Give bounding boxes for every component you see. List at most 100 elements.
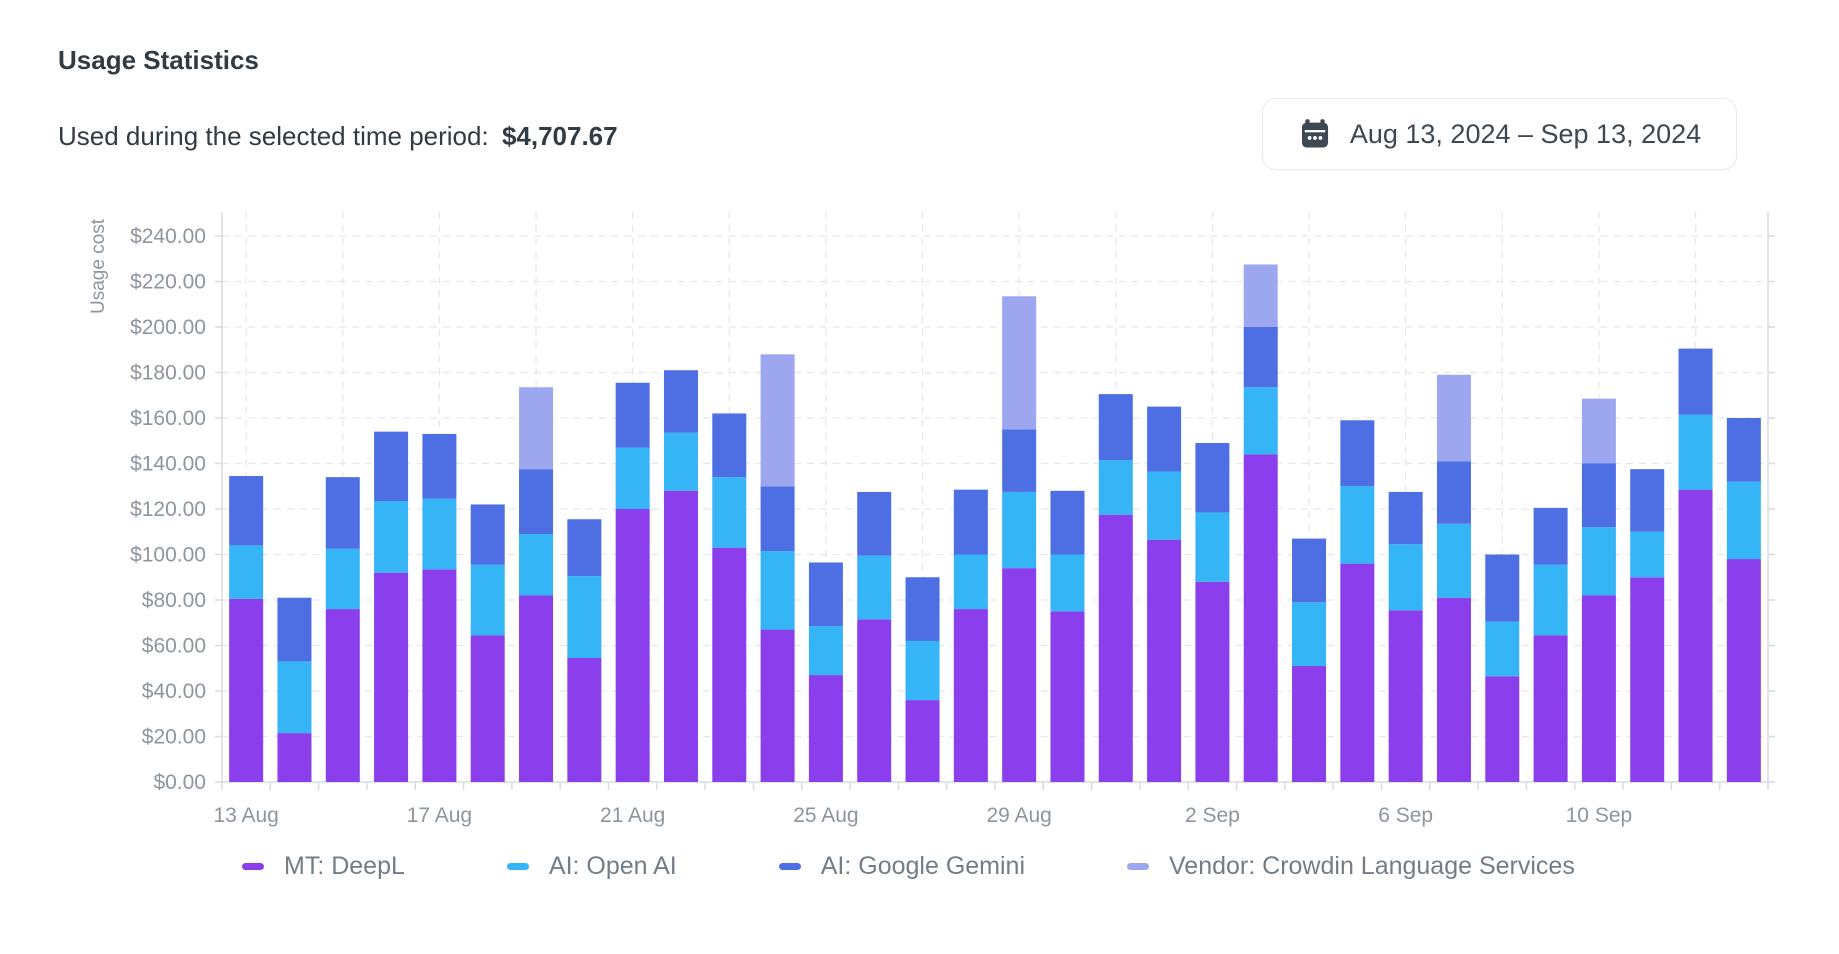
- bar-segment[interactable]: [712, 547, 747, 782]
- bar-segment[interactable]: [1388, 491, 1423, 545]
- bar-segment[interactable]: [808, 562, 843, 627]
- bar-segment[interactable]: [1581, 527, 1616, 596]
- bar-segment[interactable]: [857, 491, 892, 556]
- bar-segment[interactable]: [615, 447, 650, 509]
- bar-segment[interactable]: [808, 675, 843, 782]
- bar-segment[interactable]: [1581, 463, 1616, 528]
- bar-segment[interactable]: [470, 504, 505, 565]
- bar-segment[interactable]: [519, 387, 554, 470]
- bar-segment[interactable]: [1726, 559, 1761, 782]
- bar-segment[interactable]: [1678, 489, 1713, 782]
- bar-segment[interactable]: [470, 564, 505, 636]
- bar-segment[interactable]: [857, 555, 892, 620]
- bar-segment[interactable]: [229, 598, 264, 782]
- bar-segment[interactable]: [1436, 461, 1471, 524]
- bar-segment[interactable]: [1292, 538, 1327, 603]
- bar-segment[interactable]: [663, 490, 698, 782]
- legend-item[interactable]: MT: DeepL: [242, 852, 405, 881]
- bar-segment[interactable]: [277, 597, 312, 662]
- bar-segment[interactable]: [277, 661, 312, 734]
- bar-segment[interactable]: [1678, 414, 1713, 490]
- bar-segment[interactable]: [760, 551, 795, 630]
- bar-segment[interactable]: [1050, 611, 1085, 782]
- bar-segment[interactable]: [615, 382, 650, 448]
- bar-segment[interactable]: [277, 733, 312, 782]
- bar-segment[interactable]: [760, 354, 795, 487]
- bar-segment[interactable]: [567, 519, 602, 577]
- bar-segment[interactable]: [760, 486, 795, 552]
- bar-segment[interactable]: [325, 477, 360, 549]
- bar-segment[interactable]: [1243, 454, 1278, 782]
- bar-segment[interactable]: [1195, 581, 1230, 782]
- bar-segment[interactable]: [229, 476, 264, 546]
- bar-segment[interactable]: [1678, 348, 1713, 415]
- bar-segment[interactable]: [1533, 635, 1568, 782]
- bar-segment[interactable]: [1002, 296, 1037, 430]
- bar-segment[interactable]: [760, 629, 795, 782]
- bar-segment[interactable]: [1533, 564, 1568, 636]
- bar-segment[interactable]: [663, 370, 698, 433]
- bar-segment[interactable]: [905, 640, 940, 701]
- bar-segment[interactable]: [1147, 539, 1182, 782]
- bar-segment[interactable]: [1243, 327, 1278, 388]
- bar-segment[interactable]: [712, 413, 747, 478]
- bar-segment[interactable]: [953, 489, 988, 555]
- bar-segment[interactable]: [1436, 523, 1471, 598]
- bar-segment[interactable]: [953, 609, 988, 782]
- bar-segment[interactable]: [1195, 443, 1230, 513]
- bar-segment[interactable]: [1243, 264, 1278, 327]
- bar-segment[interactable]: [1002, 491, 1037, 569]
- bar-segment[interactable]: [1098, 394, 1133, 461]
- bar-segment[interactable]: [1485, 554, 1520, 622]
- bar-segment[interactable]: [1533, 507, 1568, 565]
- bar-segment[interactable]: [1002, 429, 1037, 492]
- bar-segment[interactable]: [1436, 374, 1471, 462]
- legend-item[interactable]: Vendor: Crowdin Language Services: [1127, 852, 1575, 881]
- bar-segment[interactable]: [1581, 398, 1616, 464]
- bar-segment[interactable]: [422, 498, 457, 570]
- bar-segment[interactable]: [1485, 621, 1520, 677]
- legend-item[interactable]: AI: Open AI: [506, 852, 677, 881]
- bar-segment[interactable]: [1050, 554, 1085, 612]
- bar-segment[interactable]: [229, 545, 264, 599]
- bar-segment[interactable]: [1630, 577, 1665, 782]
- bar-segment[interactable]: [1485, 676, 1520, 782]
- bar-segment[interactable]: [374, 431, 409, 502]
- date-range-picker[interactable]: Aug 13, 2024 – Sep 13, 2024: [1262, 98, 1737, 170]
- bar-segment[interactable]: [1726, 481, 1761, 560]
- bar-segment[interactable]: [857, 619, 892, 782]
- bar-segment[interactable]: [1630, 469, 1665, 532]
- bar-segment[interactable]: [519, 469, 554, 535]
- bar-segment[interactable]: [422, 433, 457, 499]
- bar-segment[interactable]: [519, 534, 554, 596]
- bar-segment[interactable]: [1098, 460, 1133, 515]
- bar-segment[interactable]: [470, 635, 505, 782]
- bar-segment[interactable]: [1098, 514, 1133, 782]
- bar-segment[interactable]: [1340, 486, 1375, 564]
- bar-segment[interactable]: [1002, 568, 1037, 782]
- legend-item[interactable]: AI: Google Gemini: [778, 852, 1025, 881]
- bar-segment[interactable]: [1292, 602, 1327, 666]
- bar-segment[interactable]: [1340, 420, 1375, 487]
- bar-segment[interactable]: [1388, 544, 1423, 611]
- bar-segment[interactable]: [1726, 418, 1761, 482]
- bar-segment[interactable]: [567, 658, 602, 782]
- bar-segment[interactable]: [808, 626, 843, 676]
- bar-segment[interactable]: [325, 609, 360, 782]
- bar-segment[interactable]: [1630, 531, 1665, 578]
- bar-segment[interactable]: [519, 595, 554, 782]
- bar-segment[interactable]: [615, 509, 650, 782]
- bar-segment[interactable]: [567, 576, 602, 659]
- bar-segment[interactable]: [374, 572, 409, 782]
- bar-segment[interactable]: [1388, 610, 1423, 782]
- bar-segment[interactable]: [1340, 563, 1375, 782]
- bar-segment[interactable]: [1147, 471, 1182, 540]
- bar-segment[interactable]: [1050, 490, 1085, 555]
- bar-segment[interactable]: [905, 577, 940, 641]
- bar-segment[interactable]: [953, 554, 988, 610]
- bar-segment[interactable]: [1436, 597, 1471, 782]
- bar-segment[interactable]: [422, 569, 457, 782]
- bar-segment[interactable]: [325, 548, 360, 610]
- bar-segment[interactable]: [712, 477, 747, 548]
- bar-segment[interactable]: [905, 700, 940, 782]
